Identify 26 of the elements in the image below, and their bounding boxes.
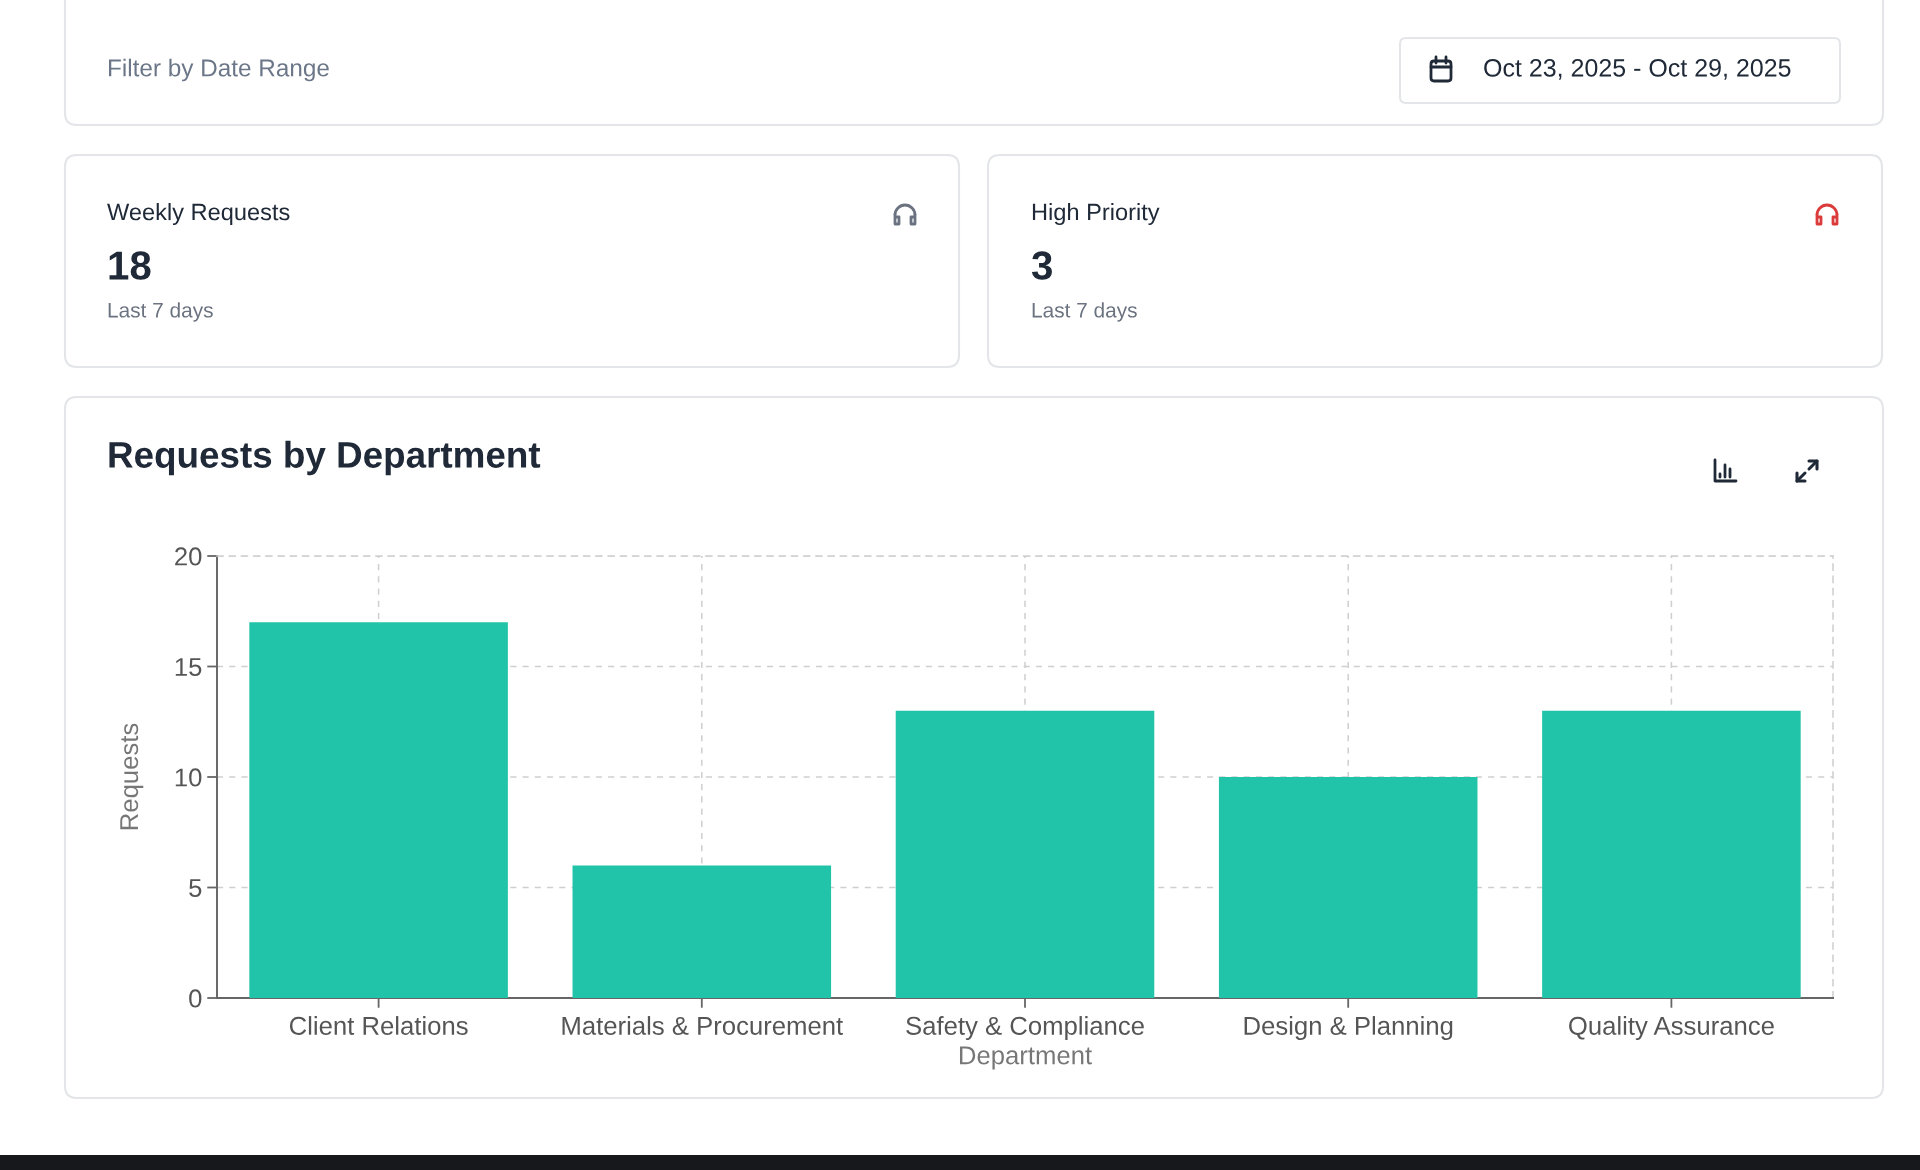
y-tick-label: 20 <box>175 547 202 566</box>
x-axis-title: Department <box>959 1046 1092 1070</box>
text: Weekly Requests <box>107 202 290 225</box>
bar <box>249 622 508 998</box>
y-axis-title: Requests <box>120 723 144 830</box>
bar <box>572 865 832 998</box>
x-tick-label: Materials & Procurement <box>562 1016 843 1035</box>
y-tick-label: 10 <box>175 768 202 787</box>
y-tick-label: 0 <box>189 989 202 1008</box>
x-tick-label: Safety & Compliance <box>906 1016 1144 1041</box>
text: Last 7 days <box>1032 302 1137 322</box>
text: 3 <box>1031 251 1052 280</box>
bar <box>895 710 1155 998</box>
text: Filter by Date Range <box>108 58 329 82</box>
text: High Priority <box>1032 202 1160 225</box>
text: 18 <box>109 251 151 280</box>
chart-title: Requests by Department <box>109 440 541 476</box>
y-tick-label: 15 <box>175 658 202 677</box>
x-tick-label: Design & Planning <box>1244 1016 1453 1041</box>
text: Last 7 days <box>108 302 213 322</box>
x-tick-label: Quality Assurance <box>1569 1016 1774 1041</box>
text: Oct 23, 2025 - Oct 29, 2025 <box>1484 59 1791 80</box>
bar <box>1218 777 1478 998</box>
x-tick-label: Client Relations <box>289 1016 468 1035</box>
y-tick-label: 5 <box>189 879 202 898</box>
bar <box>1542 710 1801 998</box>
